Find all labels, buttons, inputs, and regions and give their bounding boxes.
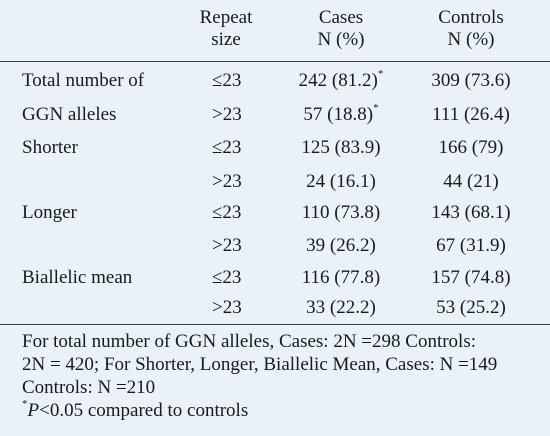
footnote-line2: 2N = 420; For Shorter, Longer, Biallelic… bbox=[22, 354, 498, 375]
footnote-significance: *P<0.05 compared to controls bbox=[22, 397, 542, 422]
biallelic-controls-b: 53 (25.2) bbox=[436, 297, 506, 318]
biallelic-size-a: ≤23 bbox=[212, 267, 242, 288]
row-label-total-line1: Total number of bbox=[22, 70, 145, 91]
table-footnote: For total number of GGN alleles, Cases: … bbox=[22, 330, 542, 422]
footnote-sig-p: P bbox=[27, 400, 40, 421]
shorter-cases-a: 125 (83.9) bbox=[301, 137, 381, 158]
biallelic-size-b: >23 bbox=[212, 297, 242, 318]
longer-cases-a: 110 (73.8) bbox=[301, 202, 381, 223]
total-controls-b: 111 (26.4) bbox=[432, 104, 510, 125]
longer-size-a: ≤23 bbox=[212, 202, 242, 223]
footnote-sig-rest: <0.05 compared to controls bbox=[39, 400, 249, 421]
header-controls: Controls N (%) bbox=[406, 7, 536, 51]
total-cases-a: 242 (81.2)* bbox=[276, 67, 406, 92]
longer-cases-b: 39 (26.2) bbox=[306, 235, 376, 256]
row-label-shorter: Shorter bbox=[22, 137, 78, 158]
footnote-line1: For total number of GGN alleles, Cases: … bbox=[22, 331, 476, 352]
header-repeat-size-line2: size bbox=[211, 29, 241, 50]
shorter-controls-b: 44 (21) bbox=[443, 171, 499, 192]
total-size-a: ≤23 bbox=[212, 70, 242, 91]
biallelic-cases-a: 116 (77.8) bbox=[301, 267, 381, 288]
shorter-size-b: >23 bbox=[212, 171, 242, 192]
total-cases-b-value: 57 (18.8) bbox=[303, 104, 374, 125]
header-rule bbox=[0, 61, 550, 62]
header-cases-line2: N (%) bbox=[317, 29, 365, 50]
shorter-size-a: ≤23 bbox=[212, 137, 242, 158]
header-controls-line1: Controls bbox=[438, 7, 504, 28]
longer-size-b: >23 bbox=[212, 235, 242, 256]
biallelic-controls-a: 157 (74.8) bbox=[431, 267, 511, 288]
shorter-controls-a: 166 (79) bbox=[438, 137, 504, 158]
longer-controls-a: 143 (68.1) bbox=[431, 202, 511, 223]
header-repeat-size: Repeat size bbox=[180, 7, 272, 51]
footer-rule bbox=[0, 324, 550, 325]
longer-controls-b: 67 (31.9) bbox=[436, 235, 506, 256]
total-controls-a: 309 (73.6) bbox=[431, 70, 511, 91]
total-cases-b-sup: * bbox=[373, 101, 379, 114]
row-label-biallelic: Biallelic mean bbox=[22, 267, 133, 288]
biallelic-cases-b: 33 (22.2) bbox=[306, 297, 376, 318]
total-cases-a-value: 242 (81.2) bbox=[298, 70, 378, 91]
footnote-sig-sup: * bbox=[22, 397, 28, 410]
total-size-b: >23 bbox=[212, 104, 242, 125]
row-label-longer: Longer bbox=[22, 202, 77, 223]
shorter-cases-b: 24 (16.1) bbox=[306, 171, 376, 192]
total-cases-a-sup: * bbox=[377, 67, 384, 80]
header-cases: Cases N (%) bbox=[276, 7, 406, 51]
header-cases-line1: Cases bbox=[318, 7, 364, 28]
header-controls-line2: N (%) bbox=[447, 29, 495, 50]
header-repeat-size-line1: Repeat bbox=[199, 7, 253, 28]
total-cases-b: 57 (18.8)* bbox=[276, 101, 406, 126]
footnote-line3: Controls: N =210 bbox=[22, 377, 156, 398]
row-label-total-line2: GGN alleles bbox=[22, 104, 117, 125]
